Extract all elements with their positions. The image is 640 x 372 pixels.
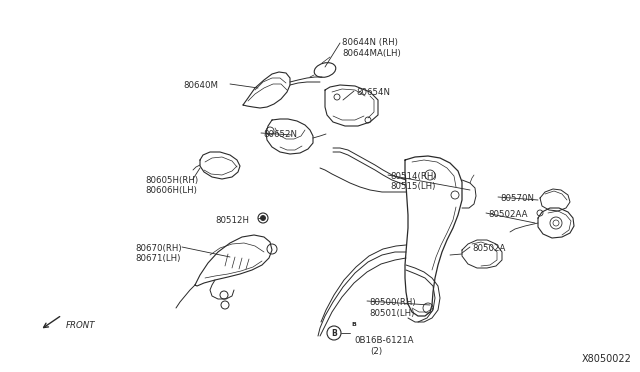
Text: 80644N (RH): 80644N (RH) (342, 38, 398, 47)
Text: 80502A: 80502A (472, 244, 506, 253)
Text: 80570N: 80570N (500, 194, 534, 203)
Text: 80654N: 80654N (356, 88, 390, 97)
Text: 80501(LH): 80501(LH) (369, 309, 414, 318)
Text: 80605H(RH): 80605H(RH) (145, 176, 198, 185)
Text: 80515(LH): 80515(LH) (390, 182, 435, 191)
Text: X8050022: X8050022 (582, 354, 632, 364)
Text: FRONT: FRONT (66, 321, 95, 330)
Text: 80512H: 80512H (215, 216, 249, 225)
Text: B: B (351, 323, 356, 327)
Text: 80514(RH): 80514(RH) (390, 172, 436, 181)
Circle shape (260, 215, 266, 221)
Text: (2): (2) (370, 347, 382, 356)
Text: 80670(RH): 80670(RH) (135, 244, 182, 253)
Text: 80652N: 80652N (263, 130, 297, 139)
Text: 80671(LH): 80671(LH) (135, 254, 180, 263)
Text: 80644MA(LH): 80644MA(LH) (342, 49, 401, 58)
Text: 80502AA: 80502AA (488, 210, 527, 219)
Text: 80500(RH): 80500(RH) (369, 298, 415, 307)
Text: 80640M: 80640M (183, 81, 218, 90)
Text: 80606H(LH): 80606H(LH) (145, 186, 197, 195)
Text: B: B (331, 328, 337, 337)
Text: 0B16B-6121A: 0B16B-6121A (354, 336, 413, 345)
